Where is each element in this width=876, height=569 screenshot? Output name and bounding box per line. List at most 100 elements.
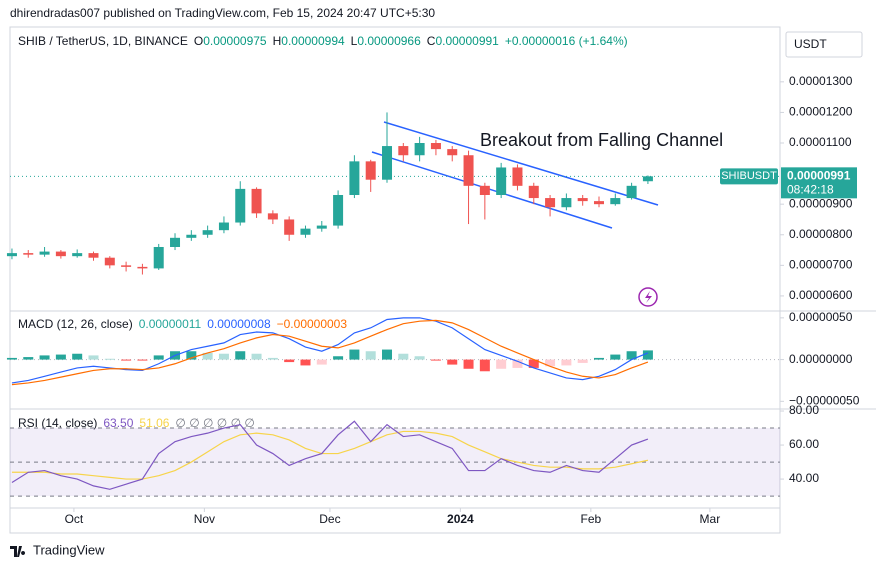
- histogram-bar: [528, 359, 539, 368]
- histogram-bar: [496, 359, 507, 369]
- ohlc-value: 0.00000991: [435, 34, 499, 48]
- channel-lower: [371, 151, 613, 229]
- y-tick-label: −0.00000050: [789, 393, 860, 407]
- candle-body: [479, 185, 490, 195]
- histogram-bar: [218, 353, 229, 360]
- ohlc-key: O: [194, 34, 203, 48]
- signal-line: [11, 319, 649, 386]
- price-legend: SHIB / TetherUS, 1D, BINANCE O0.00000975 H…: [18, 34, 628, 48]
- candle-body: [55, 251, 66, 257]
- rsi-ma-line: [11, 430, 649, 480]
- candle-body: [512, 167, 523, 186]
- annotation: Breakout from Falling Channel: [480, 130, 723, 150]
- marks: 0.00001300 0.00001200 0.00001100 0.00000900…: [6, 74, 860, 526]
- candle-body: [382, 146, 393, 180]
- candle-body: [202, 230, 213, 235]
- symbol: SHIB / TetherUS, 1D, BINANCE: [18, 34, 188, 48]
- ohlc-key: L: [351, 34, 358, 48]
- histogram-bar: [382, 349, 393, 360]
- candle-body: [121, 265, 132, 267]
- histogram-bar: [545, 359, 556, 367]
- histogram-bar: [398, 353, 409, 360]
- currency[interactable]: USDT: [794, 37, 827, 51]
- currency-button[interactable]: [785, 31, 863, 58]
- change: +0.00000016 (+1.64%): [505, 34, 628, 48]
- candle-body: [626, 185, 637, 199]
- histogram-bar: [153, 355, 164, 360]
- candle-body: [170, 237, 181, 247]
- histogram-bar: [39, 355, 50, 360]
- histogram-bar: [55, 354, 66, 360]
- x-tick-label: Nov: [194, 512, 215, 526]
- rsi-legend-value: ∅ ∅ ∅ ∅ ∅ ∅: [175, 416, 254, 430]
- candle-body: [447, 149, 458, 156]
- event-icon[interactable]: [638, 287, 658, 307]
- footer: TradingView: [33, 542, 105, 557]
- candle-body: [642, 176, 653, 182]
- candle-body: [284, 219, 295, 235]
- countdown: 08:42:18: [787, 183, 834, 197]
- y-tick-label: 60.00: [789, 437, 819, 451]
- histogram-bar: [23, 357, 34, 360]
- symbol-tag-label: SHIBUSDT: [721, 170, 777, 182]
- candle-body: [39, 251, 50, 255]
- histogram-bar: [512, 359, 523, 368]
- ohlc-key: C: [427, 34, 436, 48]
- x-tick-label: Oct: [65, 512, 84, 526]
- macd-legend-value: 0.00000008: [207, 317, 271, 331]
- histogram-bar: [479, 359, 490, 372]
- ohlc-key: H: [273, 34, 282, 48]
- y-tick-label: 0.00000000: [789, 352, 853, 366]
- histogram-bar: [121, 359, 132, 361]
- macd-legend-value: 0.00000011: [139, 317, 202, 331]
- histogram-bar: [561, 359, 572, 366]
- rsi-legend-value: 63.50: [103, 416, 133, 430]
- histogram-bar: [186, 351, 197, 360]
- histogram-bar: [577, 359, 588, 363]
- candle-body: [72, 253, 83, 257]
- candle-body: [251, 188, 262, 214]
- y-tick-label: 40.00: [789, 471, 819, 485]
- candle-body: [300, 228, 311, 235]
- candle-body: [610, 198, 621, 205]
- histogram-bar: [593, 357, 604, 360]
- histogram-bar: [137, 359, 148, 361]
- candle-body: [6, 253, 17, 257]
- histogram-bar: [316, 359, 327, 365]
- ohlc-value: 0.00000966: [357, 34, 421, 48]
- symbol-tag: [720, 168, 778, 185]
- histogram-bar: [610, 354, 621, 360]
- histogram-bar: [300, 359, 311, 366]
- candle-body: [430, 143, 441, 150]
- candle-body: [349, 161, 360, 195]
- candle-body: [496, 167, 507, 195]
- rsi-legend-value: 51.06: [139, 416, 169, 430]
- x-tick-label: Dec: [319, 512, 340, 526]
- histogram-bar: [284, 359, 295, 363]
- y-tick-label: 0.00000900: [789, 196, 853, 210]
- candle-body: [137, 266, 148, 269]
- y-tick-label: 0.00001100: [789, 135, 852, 149]
- histogram-bar: [642, 350, 653, 360]
- candle-body: [365, 161, 376, 180]
- candle-body: [333, 194, 344, 226]
- candle-body: [528, 185, 539, 199]
- y-tick-label: 0.00000600: [789, 288, 853, 302]
- histogram-bar: [6, 357, 17, 360]
- candle-body: [398, 146, 409, 156]
- candle-body: [593, 201, 604, 205]
- histogram-bar: [447, 359, 458, 365]
- rsi-legend: RSI (14, close) 63.50 51.06 ∅ ∅ ∅ ∅ ∅ ∅: [18, 416, 255, 430]
- y-tick-label: 0.00000800: [789, 227, 853, 241]
- histogram-bar: [104, 358, 115, 360]
- ohlc-value: 0.00000975: [203, 34, 267, 48]
- candle-body: [235, 188, 246, 223]
- candle-body: [218, 222, 229, 231]
- price-tag-label: 0.00000991: [787, 169, 851, 183]
- candle-body: [577, 198, 588, 202]
- histogram-bar: [251, 353, 262, 360]
- candle-body: [23, 253, 34, 255]
- histogram-bar: [88, 355, 99, 360]
- y-tick-label: 0.00000700: [789, 258, 853, 272]
